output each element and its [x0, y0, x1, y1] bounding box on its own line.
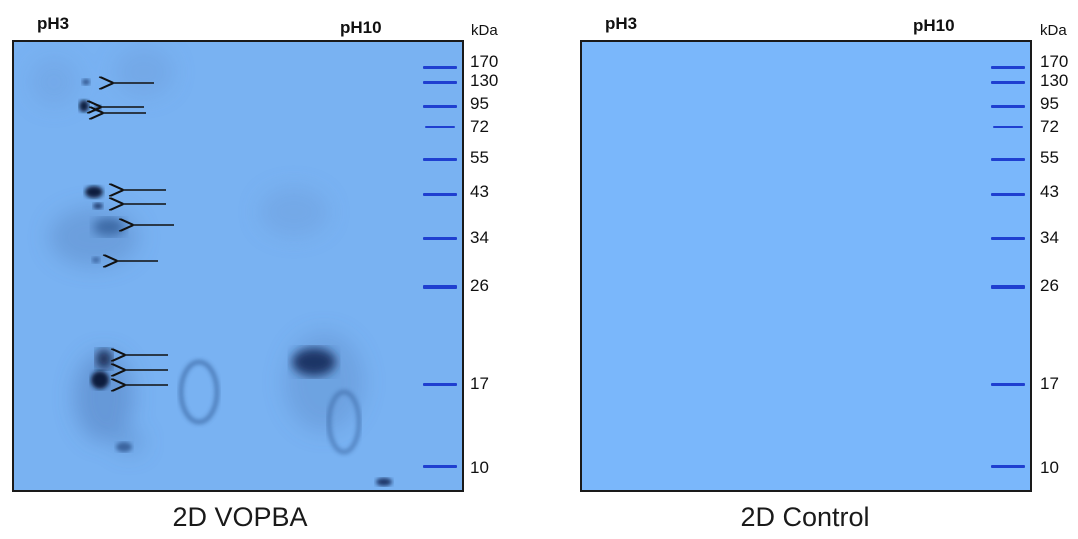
ph10-label: pH10	[913, 16, 955, 35]
marker-band-26	[991, 285, 1025, 289]
mw-label-43: 43	[470, 182, 489, 201]
marker-band-72	[993, 126, 1023, 128]
ph3-label: pH3	[37, 14, 70, 33]
marker-band-55	[423, 158, 457, 161]
vopba-caption: 2D VOPBA	[172, 502, 308, 532]
spot-arrows	[100, 83, 174, 385]
ph3-label: pH3	[605, 14, 638, 33]
mw-label-130: 130	[1040, 71, 1069, 90]
marker-band-43	[423, 193, 457, 196]
ph10-label: pH10	[340, 18, 382, 37]
mw-label-170: 170	[1040, 52, 1069, 71]
marker-band-130	[423, 81, 457, 84]
control-gel-image	[580, 40, 1032, 492]
marker-band-34	[991, 237, 1025, 240]
mw-label-95: 95	[1040, 94, 1059, 113]
kda-unit-label: kDa	[471, 22, 498, 39]
mw-label-17: 17	[470, 374, 489, 393]
mw-label-34: 34	[1040, 228, 1059, 247]
marker-band-34	[423, 237, 457, 240]
marker-band-10	[991, 465, 1025, 468]
mw-label-72: 72	[1040, 117, 1059, 136]
mw-label-72: 72	[470, 117, 489, 136]
marker-band-43	[991, 193, 1025, 196]
kda-unit-label: kDa	[1040, 22, 1067, 39]
mw-label-95: 95	[470, 94, 489, 113]
marker-band-130	[991, 81, 1025, 84]
marker-band-10	[423, 465, 457, 468]
mw-label-130: 130	[470, 71, 499, 90]
marker-band-55	[991, 158, 1025, 161]
vopba-gel-spots	[29, 47, 392, 486]
marker-band-72	[425, 126, 455, 128]
marker-band-170	[423, 66, 457, 69]
mw-label-10: 10	[1040, 458, 1059, 477]
mw-label-55: 55	[1040, 148, 1059, 167]
mw-label-34: 34	[470, 228, 489, 247]
mw-label-43: 43	[1040, 182, 1059, 201]
mw-label-55: 55	[470, 148, 489, 167]
background-smears	[29, 47, 364, 454]
mw-label-26: 26	[1040, 276, 1059, 295]
control-caption: 2D Control	[740, 502, 870, 532]
marker-band-95	[991, 105, 1025, 108]
mw-label-10: 10	[470, 458, 489, 477]
marker-band-17	[991, 383, 1025, 386]
marker-band-170	[991, 66, 1025, 69]
mw-label-17: 17	[1040, 374, 1059, 393]
protein-spots	[79, 79, 392, 486]
vopba-gel-image	[12, 40, 464, 492]
marker-band-26	[423, 285, 457, 289]
mw-label-26: 26	[470, 276, 489, 295]
mw-label-170: 170	[470, 52, 499, 71]
marker-band-95	[423, 105, 457, 108]
marker-band-17	[423, 383, 457, 386]
